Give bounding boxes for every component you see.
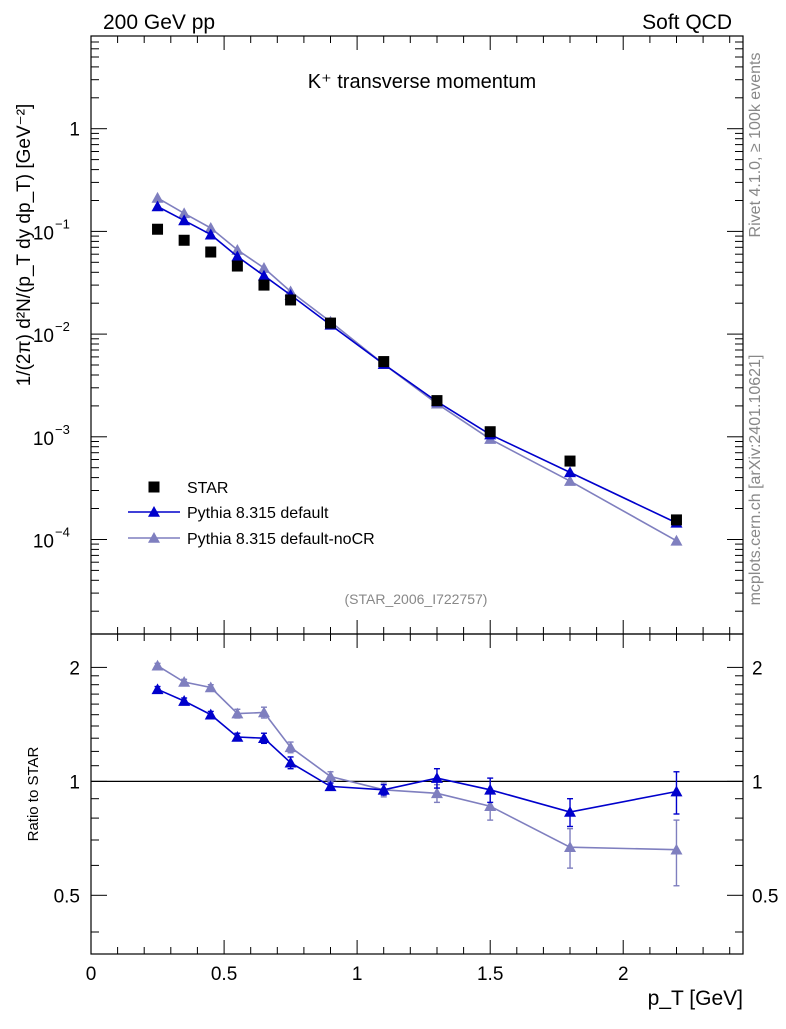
ratio-data-point xyxy=(204,708,217,720)
legend-label: STAR xyxy=(187,480,228,497)
ratio-data-point xyxy=(178,675,191,687)
data-point xyxy=(325,317,337,329)
data-point xyxy=(564,475,577,486)
data-point xyxy=(231,260,243,272)
data-point xyxy=(257,262,270,273)
ratio-data-point xyxy=(430,787,443,799)
legend-marker xyxy=(148,532,160,543)
data-point xyxy=(204,228,217,240)
legend: STAR Pythia 8.315 default Pythia 8.315 def… xyxy=(128,480,375,548)
y-tick-exponent: −4 xyxy=(55,524,70,539)
data-point xyxy=(378,356,390,368)
y-tick-label: 10 −3 xyxy=(33,422,70,450)
data-point xyxy=(231,250,244,262)
ratio-data-point xyxy=(231,707,244,719)
legend-label: Pythia 8.315 default-noCR xyxy=(187,531,375,548)
data-point xyxy=(205,246,217,258)
data-point xyxy=(178,207,191,219)
series-line xyxy=(157,197,677,542)
data-point xyxy=(564,455,576,467)
ratio-data-point xyxy=(284,741,297,753)
y-tick-label: 10 −2 xyxy=(33,319,70,347)
ratio-series-group xyxy=(151,659,683,887)
data-point xyxy=(257,269,270,281)
y-tick-label: 10 −1 xyxy=(33,216,70,244)
ratio-data-point xyxy=(377,783,390,795)
data-point xyxy=(151,191,164,203)
data-point xyxy=(151,200,164,212)
ratio-data-point xyxy=(564,806,577,817)
data-point xyxy=(285,294,297,306)
y-tick-exponent: −3 xyxy=(55,422,70,437)
ratio-series-line xyxy=(157,688,677,813)
data-point xyxy=(484,426,496,438)
ratio-data-point xyxy=(430,772,443,783)
ratio-y-tick-label: 0.5 xyxy=(54,886,80,907)
data-point xyxy=(431,395,443,407)
y-tick-exponent: −2 xyxy=(55,319,70,334)
x-tick-label: 0.5 xyxy=(211,964,237,985)
ratio-y-axis-label: Ratio to STAR xyxy=(25,746,42,841)
y-tick-label: 1 xyxy=(69,120,80,141)
ratio-data-point xyxy=(178,695,191,706)
ratio-data-point xyxy=(257,706,270,718)
legend-marker xyxy=(148,506,160,517)
data-point xyxy=(258,279,270,291)
y-tick-base: 10 xyxy=(33,326,54,347)
ratio-data-point xyxy=(324,780,337,792)
ratio-data-point xyxy=(231,730,244,742)
y-tick-label: 10 −4 xyxy=(33,524,70,552)
data-point xyxy=(178,234,190,246)
y-tick-base: 10 xyxy=(33,223,54,244)
x-tick-label: 2 xyxy=(618,964,629,985)
y-tick-base: 10 xyxy=(33,429,54,450)
ratio-data-point xyxy=(670,843,683,855)
ratio-y-tick-label: 1 xyxy=(752,772,763,793)
ratio-data-point xyxy=(257,732,270,744)
header-left-label: 200 GeV pp xyxy=(103,11,215,34)
y-tick-exponent: −1 xyxy=(55,216,70,231)
data-point xyxy=(178,214,191,226)
ratio-data-point xyxy=(204,681,217,693)
ratio-data-point xyxy=(151,683,164,695)
y-tick-base: 10 xyxy=(33,531,54,552)
main-axis-ticks: 110−110−210−310−4 xyxy=(33,35,743,634)
ratio-data-point xyxy=(324,770,337,782)
legend-label: Pythia 8.315 default xyxy=(187,505,329,522)
data-point xyxy=(670,514,682,526)
ratio-plot-frame xyxy=(90,633,744,955)
ratio-data-point xyxy=(484,783,497,795)
data-point xyxy=(564,466,577,478)
legend-marker xyxy=(148,481,160,493)
x-tick-label: 0 xyxy=(86,964,97,985)
ratio-data-point xyxy=(670,785,683,797)
x-tick-label: 1 xyxy=(352,964,363,985)
plot-title: K⁺ transverse momentum xyxy=(308,71,536,93)
header-right-label: Soft QCD xyxy=(642,11,732,34)
ratio-data-point xyxy=(284,756,297,768)
ratio-y-tick-label: 2 xyxy=(752,658,763,679)
ratio-y-tick-label: 0.5 xyxy=(752,886,778,907)
ratio-series-line xyxy=(157,665,677,851)
data-point xyxy=(204,221,217,233)
ratio-data-point xyxy=(564,841,577,853)
data-point xyxy=(152,223,164,235)
ratio-data-point xyxy=(484,800,497,811)
ratio-axis-ticks: 0 0.5 1 1.5 2 2 2 1 1 0.5 0.5 xyxy=(54,634,778,985)
data-point xyxy=(670,534,683,546)
mcplots-source-label: mcplots.cern.ch [arXiv:2401.10621] xyxy=(747,355,764,606)
x-tick-label: 1.5 xyxy=(477,964,503,985)
analysis-id-label: (STAR_2006_I722757) xyxy=(345,591,488,607)
y-axis-label: 1/(2π) d²N/(p_T dy dp_T) [GeV⁻²] xyxy=(14,104,35,387)
rivet-version-label: Rivet 4.1.0, ≥ 100k events xyxy=(747,53,764,238)
ratio-y-tick-label: 1 xyxy=(69,772,80,793)
data-point xyxy=(231,243,244,255)
main-series-group xyxy=(151,191,683,546)
x-axis-label: p_T [GeV] xyxy=(648,987,743,1010)
ratio-y-tick-label: 2 xyxy=(69,658,80,679)
ratio-data-point xyxy=(151,659,164,671)
series-line xyxy=(157,205,677,524)
